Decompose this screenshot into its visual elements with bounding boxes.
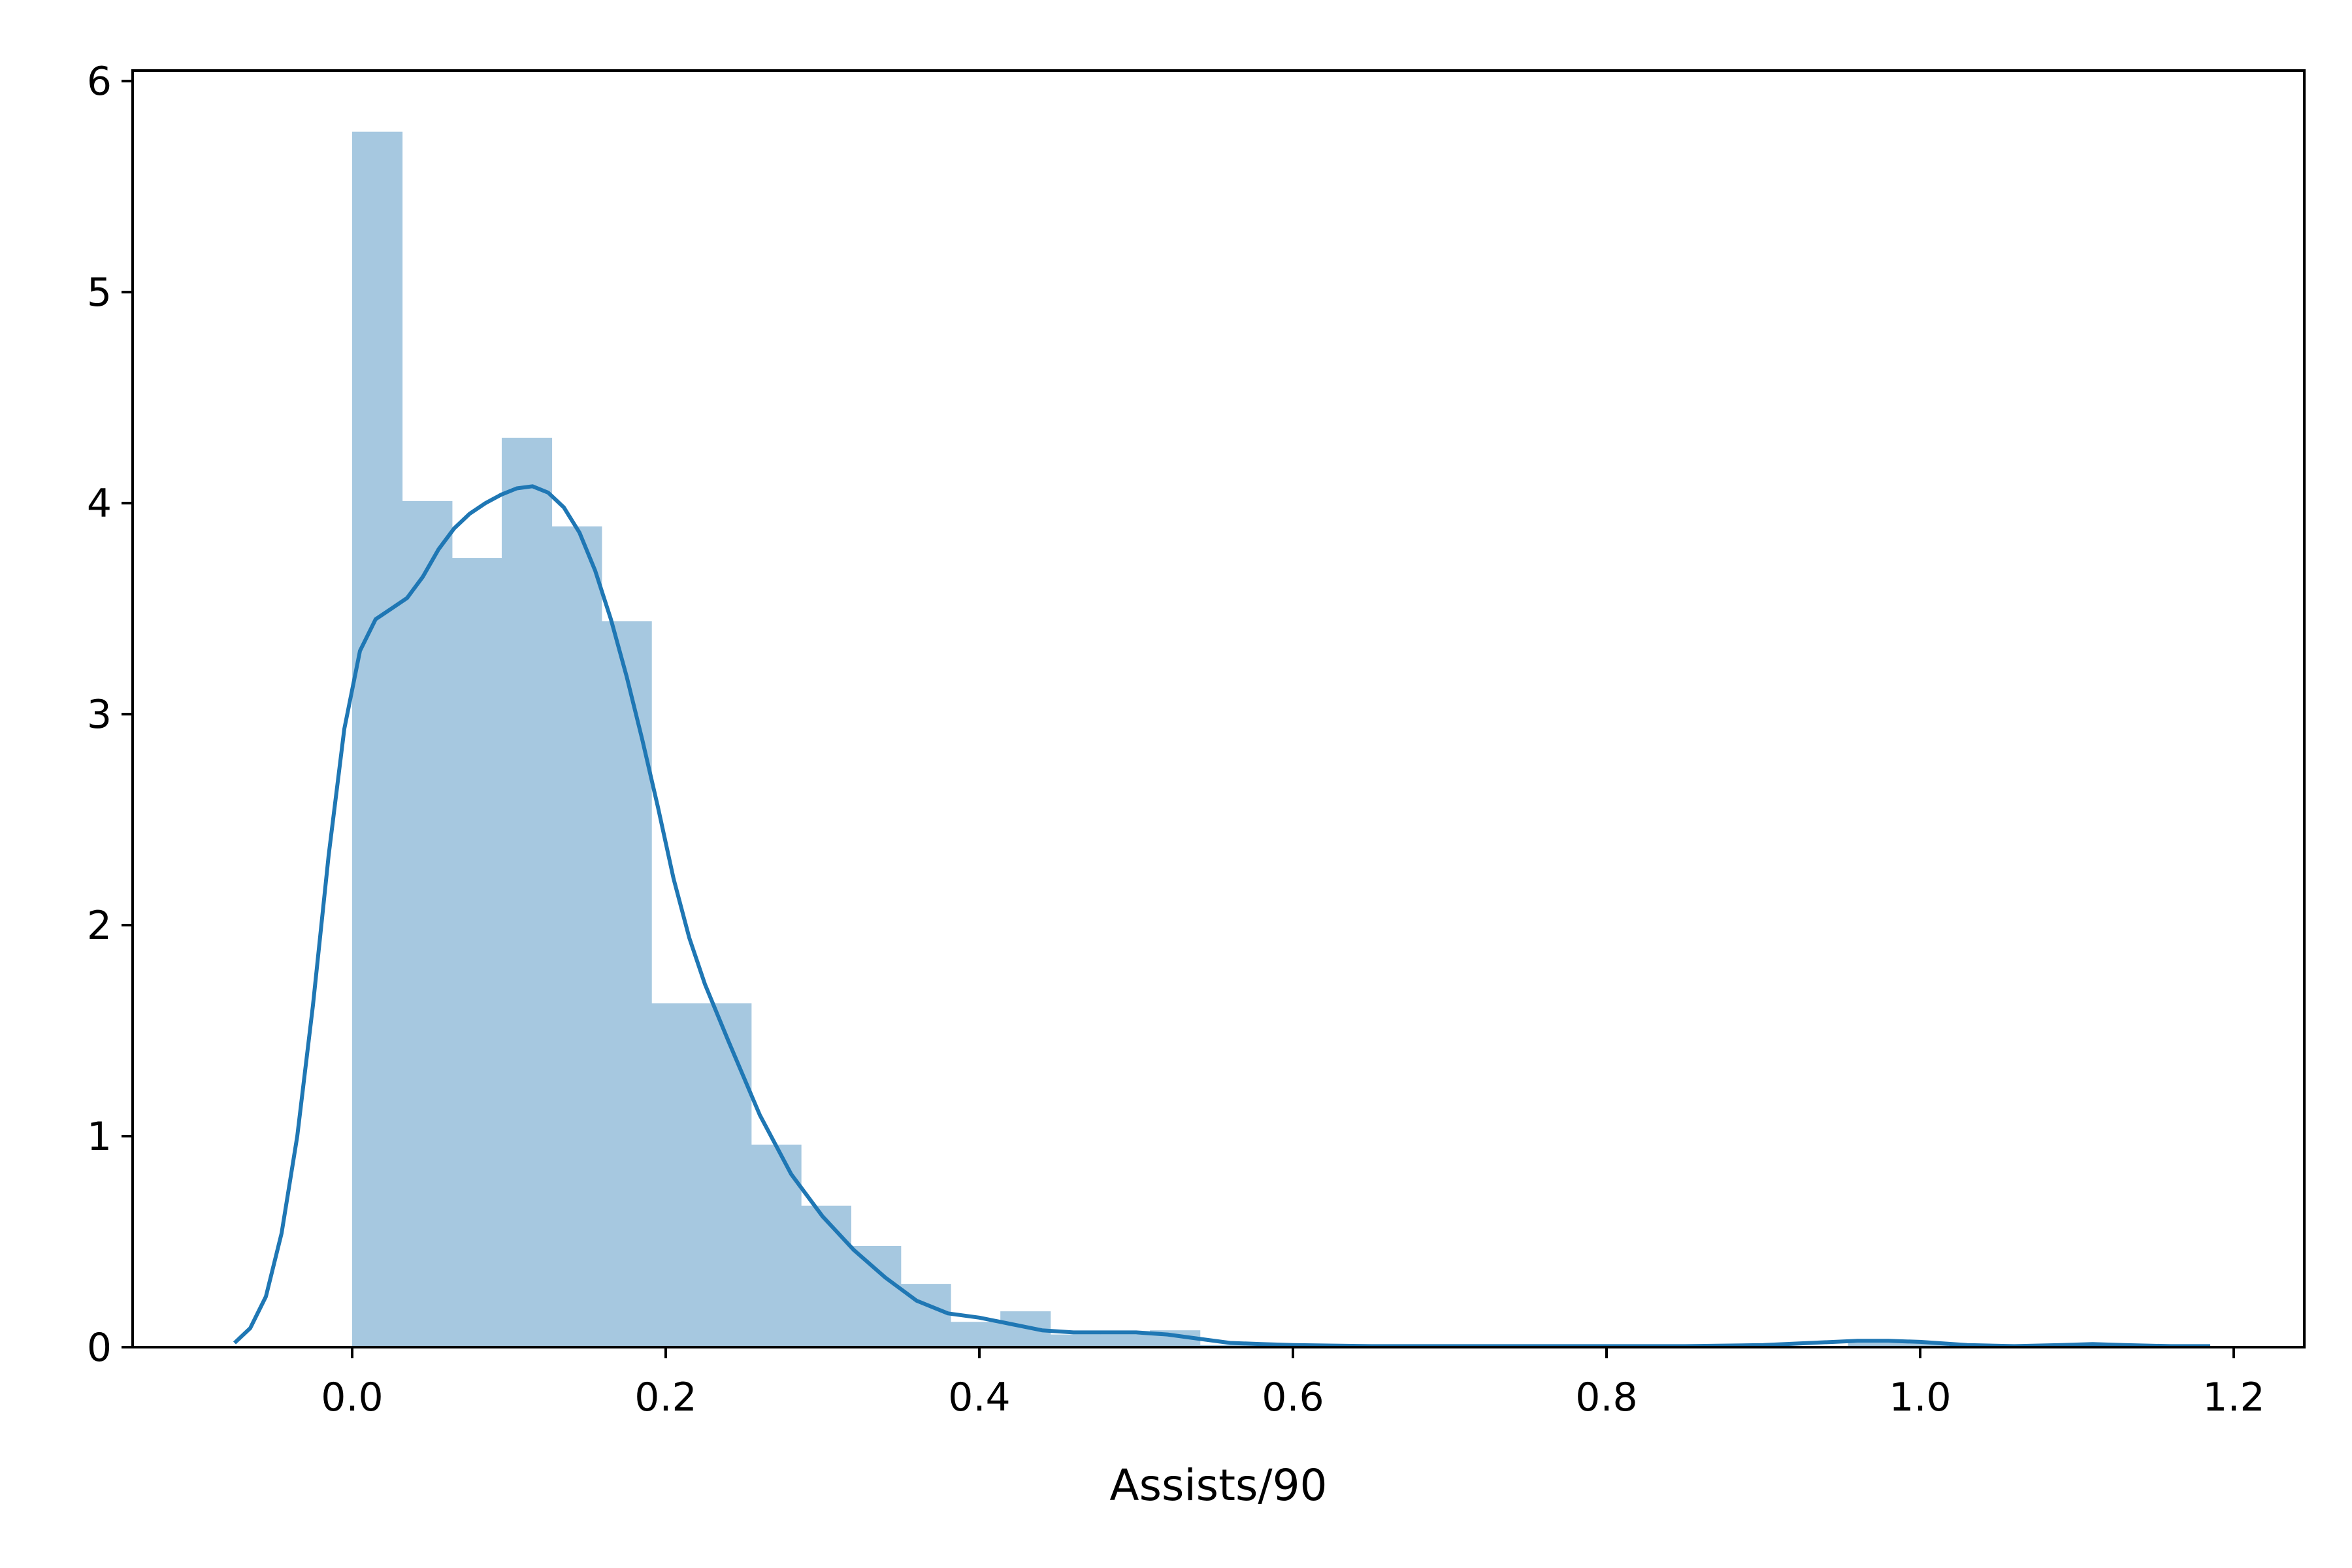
y-tick-label-1: 1 xyxy=(87,1114,112,1160)
histogram-bar-12 xyxy=(950,1322,1001,1347)
x-tick-label-6: 1.2 xyxy=(2202,1375,2264,1420)
y-tick-label-4: 4 xyxy=(87,481,112,527)
histogram-bar-14 xyxy=(1050,1334,1101,1347)
x-axis-ticks: 0.0 0.2 0.4 0.6 0.8 1.0 1.2 xyxy=(321,1347,2265,1420)
x-tick-label-3: 0.6 xyxy=(1262,1375,1324,1420)
x-tick-label-2: 0.4 xyxy=(948,1375,1010,1420)
x-axis-label: Assists/90 xyxy=(1109,1460,1327,1511)
histogram-bar-30 xyxy=(1848,1343,1899,1347)
x-tick-label-4: 0.8 xyxy=(1575,1375,1637,1420)
histogram-bar-4 xyxy=(551,526,602,1347)
axes-frame xyxy=(131,69,2306,1348)
y-axis-ticks: 0 1 2 3 4 5 6 xyxy=(87,59,133,1371)
y-tick-label-6: 6 xyxy=(87,59,112,105)
histogram-bar-0 xyxy=(352,131,403,1347)
kde-curve-group xyxy=(233,484,2210,1348)
histogram-bar-15 xyxy=(1100,1334,1151,1347)
x-tick-label-5: 1.0 xyxy=(1889,1375,1951,1420)
histogram-bar-1 xyxy=(402,500,453,1348)
kde-line xyxy=(233,484,2210,1348)
x-tick-label-0: 0.0 xyxy=(321,1375,383,1420)
histogram-bar-9 xyxy=(800,1205,851,1347)
y-tick-label-0: 0 xyxy=(87,1325,112,1371)
y-tick-label-5: 5 xyxy=(87,270,112,316)
histogram-bars xyxy=(352,131,2148,1348)
histogram-bar-10 xyxy=(851,1245,902,1347)
histogram-bar-31 xyxy=(1897,1343,1949,1347)
y-tick-label-2: 2 xyxy=(87,903,112,949)
histogram-bar-7 xyxy=(701,1003,752,1347)
y-tick-label-3: 3 xyxy=(87,692,112,738)
x-tick-label-1: 0.2 xyxy=(634,1375,696,1420)
histogram-bar-2 xyxy=(451,558,502,1347)
histogram-bar-5 xyxy=(601,621,652,1347)
histogram-bar-3 xyxy=(501,437,553,1348)
histogram-bar-6 xyxy=(651,1003,702,1347)
